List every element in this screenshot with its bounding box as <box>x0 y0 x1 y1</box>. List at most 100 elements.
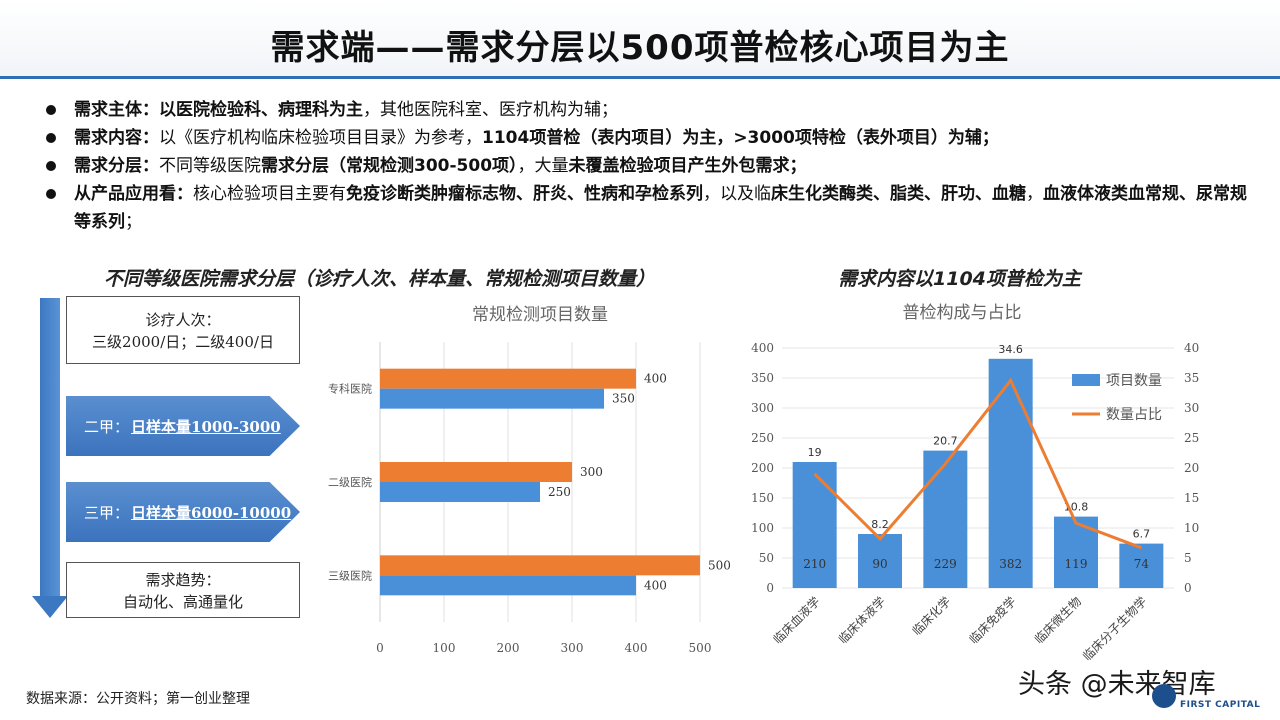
bar <box>923 450 968 588</box>
bar-value-label: 229 <box>934 557 957 571</box>
category-label: 三级医院 <box>328 568 372 582</box>
y-left-tick-label: 300 <box>751 401 774 415</box>
watermark: 头条 @未来智库 <box>1018 669 1216 700</box>
bullet-list: 需求主体：以医院检验科、病理科为主，其他医院科室、医疗机构为辅； 需求内容：以《医… <box>40 96 1250 236</box>
bullet-text: 免疫诊断类肿瘤标志物、肝炎、性病和孕检系列 <box>346 184 703 204</box>
title-bar <box>0 0 1280 78</box>
y-right-tick-label: 20 <box>1184 461 1199 475</box>
er-jia-label: 二甲： <box>84 417 130 436</box>
y-right-tick-label: 25 <box>1184 431 1199 445</box>
bar <box>380 388 604 409</box>
data-label: 400 <box>644 372 667 386</box>
bar-value-label: 210 <box>803 557 826 571</box>
bullet-text: 未覆盖检验项目产生外包需求； <box>568 156 807 176</box>
bullet-text: 需求主体：以医院检验科、病理科为主 <box>74 100 363 120</box>
bar <box>380 575 636 596</box>
category-label: 二级医院 <box>328 475 372 489</box>
share-value-label: 20.7 <box>933 435 958 448</box>
er-jia-value: 日样本量1000-3000 <box>131 417 281 436</box>
logo-text: FIRST CAPITAL <box>1180 700 1261 710</box>
page-title: 需求端——需求分层以500项普检核心项目为主 <box>270 28 1010 68</box>
share-line <box>813 377 1142 550</box>
san-jia-box: 三甲： 日样本量6000-10000 <box>66 482 300 542</box>
share-value-label: 34.6 <box>998 343 1023 356</box>
visits-value: 三级2000/日；二级400/日 <box>92 333 274 351</box>
bullet-item: 需求主体：以医院检验科、病理科为主，其他医院科室、医疗机构为辅； <box>40 96 1250 124</box>
bullet-text: 需求内容： <box>74 128 159 148</box>
bullet-text: 核心检验项目主要有 <box>193 184 346 204</box>
visits-label: 诊疗人次： <box>145 311 221 329</box>
data-label: 250 <box>548 485 571 499</box>
regular-test-bar-chart: 常规检测项目数量 0 100 200 300 400 500 专科医院 400 350 二级医院 30… <box>310 292 730 664</box>
y-left-tick-label: 0 <box>766 581 774 595</box>
trend-value: 自动化、高通量化 <box>122 593 243 611</box>
x-tick-label: 100 <box>433 641 456 655</box>
y-right-tick-label: 5 <box>1184 551 1192 565</box>
x-tick-label: 300 <box>561 641 584 655</box>
data-label: 300 <box>580 465 603 479</box>
visits-box: 诊疗人次： 三级2000/日；二级400/日 <box>66 296 300 364</box>
legend-label: 项目数量 <box>1106 373 1162 389</box>
bar <box>380 368 636 389</box>
bullet-text: ，以及临 <box>703 184 771 204</box>
y-left-tick-label: 350 <box>751 371 774 385</box>
y-left-tick-label: 400 <box>751 341 774 355</box>
legend-label: 数量占比 <box>1106 407 1162 423</box>
trend-label: 需求趋势： <box>145 571 221 589</box>
san-jia-label: 三甲： <box>84 503 130 522</box>
source-note: 数据来源：公开资料；第一创业整理 <box>26 691 250 707</box>
bar <box>988 358 1033 588</box>
x-tick-label: 200 <box>497 641 520 655</box>
bullet-text: 需求分层： <box>74 156 159 176</box>
bar <box>1054 516 1098 588</box>
x-tick-label: 400 <box>625 641 648 655</box>
bullet-item: 需求内容：以《医疗机构临床检验项目目录》为参考，1104项普检（表内项目）为主，… <box>40 124 1250 152</box>
data-label: 350 <box>612 392 635 406</box>
bullet-item: 需求分层：不同等级医院需求分层（常规检测300-500项），大量未覆盖检验项目产… <box>40 152 1250 180</box>
y-right-tick-label: 40 <box>1184 341 1199 355</box>
data-label: 400 <box>644 578 667 592</box>
logo-icon <box>1152 684 1176 708</box>
x-tick-label: 0 <box>376 641 384 655</box>
y-right-tick-label: 35 <box>1184 371 1199 385</box>
y-left-tick-label: 150 <box>751 491 774 505</box>
bar-value-label: 74 <box>1134 557 1150 571</box>
bar <box>858 534 902 588</box>
chart-title: 常规检测项目数量 <box>472 305 608 325</box>
trend-box: 需求趋势： 自动化、高通量化 <box>66 562 300 618</box>
share-value-label: 6.7 <box>1133 528 1151 541</box>
category-label: 专科医院 <box>328 382 372 396</box>
bar-value-label: 382 <box>999 557 1022 571</box>
trend-arrow <box>40 298 60 598</box>
bar-value-label: 119 <box>1065 557 1088 571</box>
bullet-text: 不同等级医院 <box>159 156 261 176</box>
y-left-tick-label: 250 <box>751 431 774 445</box>
x-tick-label: 500 <box>689 641 712 655</box>
bar <box>1119 543 1164 588</box>
bullet-text: ，其他医院科室、医疗机构为辅； <box>363 100 618 120</box>
chart-title: 普检构成与占比 <box>903 303 1022 323</box>
bar <box>380 482 540 502</box>
trend-arrow-head <box>32 596 68 618</box>
bar-value-label: 90 <box>872 557 887 571</box>
bullet-item: 从产品应用看：核心检验项目主要有免疫诊断类肿瘤标志物、肝炎、性病和孕检系列，以及… <box>40 180 1250 236</box>
general-test-combo-chart: 普检构成与占比 0 50 100 150 200 250 300 350 400 0 5 10 15 20 2… <box>738 292 1224 682</box>
share-value-label: 19 <box>808 446 822 459</box>
title-rule <box>0 76 1280 79</box>
y-left-tick-label: 100 <box>751 521 774 535</box>
y-right-tick-label: 15 <box>1184 491 1199 505</box>
bullet-text: 需求分层（常规检测300-500项） <box>261 156 518 176</box>
bar <box>380 555 700 576</box>
right-section-title: 需求内容以1104项普检为主 <box>838 268 1081 290</box>
bar <box>380 462 572 482</box>
bullet-text: ， <box>1026 184 1043 204</box>
y-right-tick-label: 10 <box>1184 521 1199 535</box>
bullet-text: 血液体液类血常规、尿常规等系列 <box>74 184 1247 232</box>
legend-swatch-bar <box>1072 374 1100 386</box>
er-jia-box: 二甲： 日样本量1000-3000 <box>66 396 300 456</box>
y-right-tick-label: 0 <box>1184 581 1192 595</box>
share-value-label: 8.2 <box>871 518 889 531</box>
bullet-text: ； <box>125 212 142 232</box>
y-right-tick-label: 30 <box>1184 401 1199 415</box>
y-left-tick-label: 200 <box>751 461 774 475</box>
